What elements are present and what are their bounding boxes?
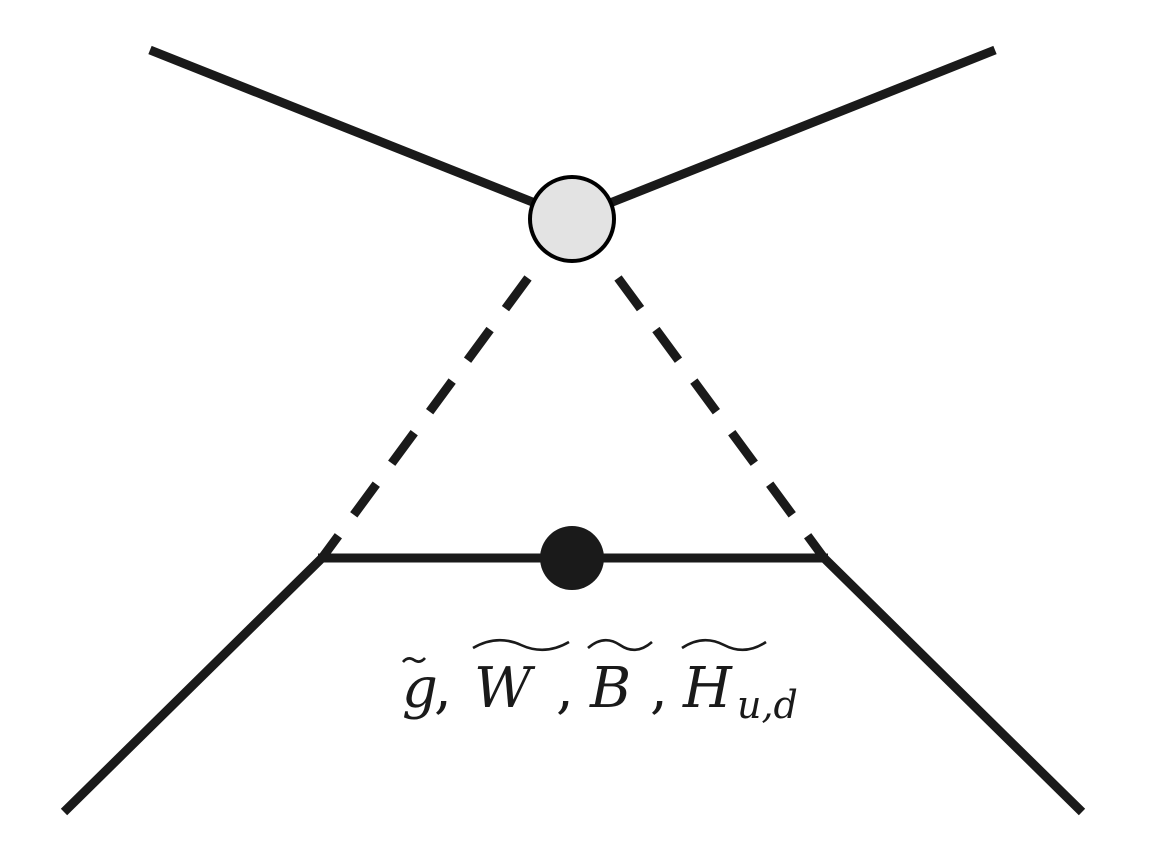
effective-vertex-blob [528,175,616,263]
label-higgsino: H [682,656,733,721]
label-wino: W [474,656,536,721]
upper-left-external-line [148,45,542,210]
wide-tilde-accent [681,638,767,652]
label-comma: , [650,656,668,721]
lower-left-external-line [60,554,326,816]
upper-right-external-line [603,45,997,210]
tilde-accent [402,657,426,663]
mass-insertion-dot [540,526,604,590]
label-comma: , [434,656,452,721]
label-comma: , [556,656,574,721]
wide-tilde-accent [472,638,570,652]
label-bino: B [589,656,631,721]
propagator-label: g , W , B , H u,d [402,638,798,727]
label-gluino: g [402,656,438,721]
label-higgsino-subscript: u,d [737,683,798,727]
left-scalar-propagator [318,275,532,561]
wide-tilde-accent [587,638,653,652]
lower-right-external-line [820,554,1086,816]
right-scalar-propagator [614,275,828,561]
